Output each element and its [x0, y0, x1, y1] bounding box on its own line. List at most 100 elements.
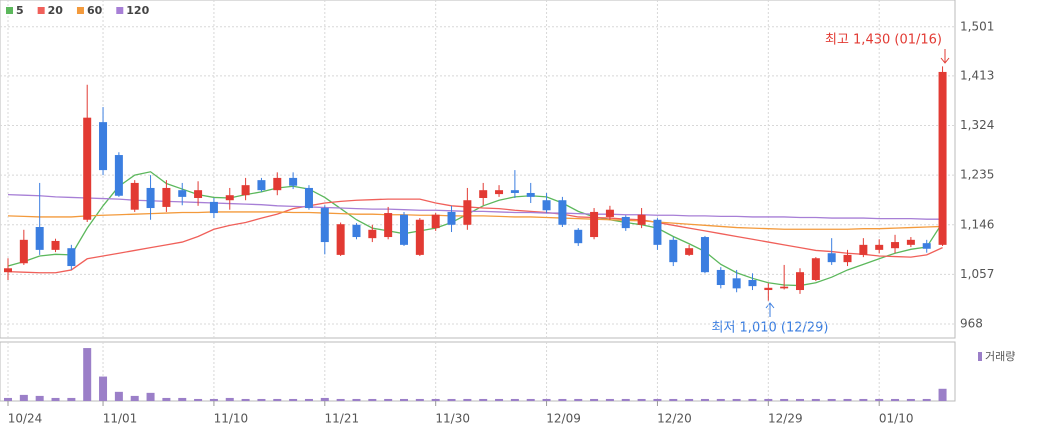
volume-bar	[368, 398, 377, 401]
volume-bar	[4, 397, 12, 401]
volume-bar	[875, 398, 884, 401]
volume-bar	[796, 398, 804, 401]
candle-body	[479, 190, 488, 198]
volume-bar	[716, 398, 725, 401]
volume-bar	[209, 398, 218, 401]
volume-bar	[289, 398, 298, 401]
volume-bar	[479, 398, 488, 401]
candle-body	[827, 253, 836, 263]
candle-body	[35, 227, 44, 250]
y-tick-label: 1,501	[960, 19, 994, 33]
candle-body	[732, 278, 741, 289]
volume-bar	[700, 398, 709, 401]
candle-body	[875, 244, 884, 250]
candle-body	[194, 190, 203, 198]
volume-bar	[447, 398, 456, 401]
candle-body	[859, 244, 868, 255]
high-annotation: 최고 1,430 (01/16)	[825, 33, 942, 48]
volume-bar	[51, 397, 60, 401]
volume-bar	[19, 394, 28, 401]
volume-bar	[400, 398, 408, 401]
volume-bar	[431, 398, 440, 401]
candle-body	[19, 239, 28, 264]
candle-body	[83, 117, 92, 220]
volume-bar	[99, 376, 108, 401]
volume-bar	[273, 398, 282, 401]
volume-legend-label: 거래량	[985, 350, 1015, 363]
x-tick-label: 10/24	[8, 412, 43, 426]
candle-body	[495, 190, 504, 195]
volume-panel	[0, 341, 956, 402]
candle-body	[51, 240, 60, 250]
candle-body	[922, 243, 931, 249]
volume-bar	[352, 398, 361, 401]
volume-bar	[35, 395, 44, 401]
candle-body	[352, 224, 361, 238]
y-tick-label: 1,146	[960, 217, 994, 231]
candle-body	[891, 242, 900, 249]
candle-body	[99, 122, 108, 171]
candle-body	[146, 187, 155, 209]
candle-body	[384, 213, 393, 238]
candle-body	[574, 229, 583, 244]
candle-body	[685, 248, 694, 255]
legend-swatch	[6, 7, 13, 14]
legend-label: 60	[87, 4, 103, 17]
y-tick-label: 1,057	[960, 267, 994, 281]
volume-bar	[859, 398, 868, 401]
volume-bar	[114, 391, 123, 401]
volume-bar	[764, 398, 773, 401]
legend-label: 120	[126, 4, 149, 17]
volume-bar	[748, 398, 757, 401]
moving-average-line	[7, 211, 943, 230]
candle-body	[368, 229, 377, 239]
candle-body	[178, 190, 187, 197]
volume-bar	[906, 398, 915, 401]
x-tick-label: 11/30	[435, 412, 470, 426]
candle-body	[209, 201, 218, 214]
candle-body	[590, 211, 599, 238]
candle-body	[796, 272, 804, 291]
volume-legend-swatch	[978, 352, 982, 361]
candle-body	[669, 239, 678, 263]
candle-body	[716, 269, 725, 286]
candle-body	[700, 237, 709, 273]
volume-bar	[415, 398, 424, 401]
x-tick-label: 11/21	[325, 412, 360, 426]
price-panel	[0, 0, 956, 339]
candle-body	[938, 71, 947, 245]
candle-body	[241, 185, 250, 196]
volume-bar	[621, 398, 630, 401]
volume-bar	[685, 398, 694, 401]
candle-body	[225, 195, 234, 201]
candle-body	[637, 214, 646, 225]
volume-bar	[558, 398, 567, 401]
candle-body	[558, 200, 567, 225]
candle-body	[257, 180, 266, 191]
low-arrow	[765, 302, 775, 317]
x-tick-label: 11/01	[103, 412, 138, 426]
candle-body	[780, 286, 789, 289]
volume-bar	[336, 398, 345, 401]
volume-bar	[384, 398, 393, 401]
candle-body	[4, 268, 12, 273]
candle-body	[114, 155, 123, 196]
candle-body	[162, 187, 171, 207]
y-tick-label: 968	[960, 317, 983, 331]
y-tick-label: 1,324	[960, 118, 994, 132]
candle-body	[653, 219, 662, 245]
legend-label: 20	[48, 4, 64, 17]
volume-bar	[669, 398, 678, 401]
x-tick-label: 12/09	[546, 412, 581, 426]
volume-bar	[83, 348, 92, 401]
candle-body	[273, 177, 282, 191]
candle-body	[542, 200, 551, 211]
candle-body	[415, 219, 424, 255]
legend-label: 5	[16, 4, 24, 17]
legend-swatch	[76, 7, 84, 14]
volume-bar	[194, 398, 203, 401]
x-tick-label: 01/10	[879, 412, 914, 426]
volume-bar	[732, 398, 741, 401]
candle-body	[463, 200, 472, 225]
